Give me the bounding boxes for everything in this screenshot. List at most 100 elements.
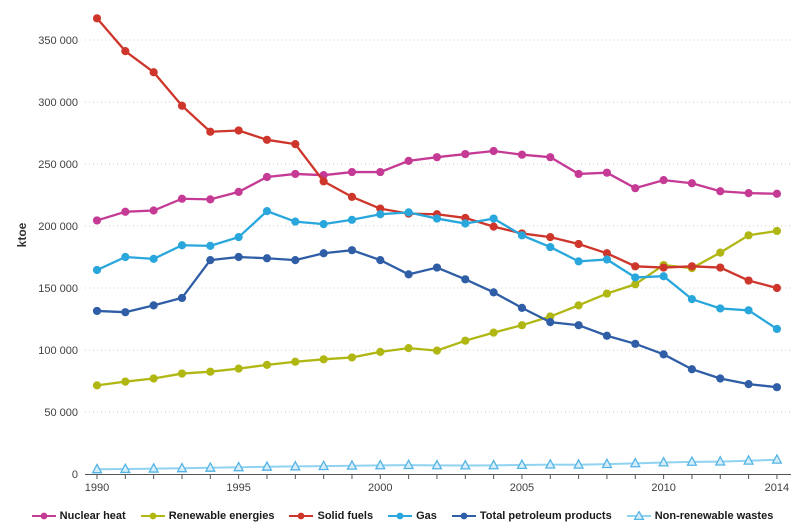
data-point-solid-fuels[interactable]: [206, 127, 215, 136]
data-point-non-renewable-wastes[interactable]: [573, 458, 585, 469]
data-point-gas[interactable]: [716, 304, 725, 313]
data-point-solid-fuels[interactable]: [602, 249, 612, 258]
data-point-solid-fuels[interactable]: [347, 192, 357, 201]
data-point-solid-fuels[interactable]: [631, 262, 640, 271]
data-point-nuclear-heat[interactable]: [461, 149, 470, 159]
data-point-gas[interactable]: [376, 210, 385, 219]
data-point-total-petroleum-products[interactable]: [517, 303, 527, 312]
data-point-non-renewable-wastes[interactable]: [91, 463, 103, 474]
data-point-gas[interactable]: [517, 231, 527, 240]
data-point-solid-fuels[interactable]: [772, 283, 782, 293]
data-point-solid-fuels[interactable]: [92, 14, 102, 23]
data-point-total-petroleum-products[interactable]: [92, 306, 102, 316]
data-point-total-petroleum-products[interactable]: [659, 350, 668, 359]
data-point-non-renewable-wastes[interactable]: [233, 461, 245, 472]
data-point-total-petroleum-products[interactable]: [206, 256, 215, 265]
data-point-nuclear-heat[interactable]: [687, 179, 697, 188]
data-point-nuclear-heat[interactable]: [574, 169, 583, 179]
legend-item-solid-fuels[interactable]: Solid fuels: [289, 510, 373, 522]
data-point-non-renewable-wastes[interactable]: [544, 458, 556, 469]
data-point-nuclear-heat[interactable]: [744, 189, 753, 198]
data-point-renewable-energies[interactable]: [574, 301, 583, 310]
data-point-gas[interactable]: [319, 220, 328, 229]
data-point-nuclear-heat[interactable]: [716, 187, 725, 196]
data-point-nuclear-heat[interactable]: [631, 184, 640, 193]
data-point-non-renewable-wastes[interactable]: [119, 462, 131, 474]
data-point-nuclear-heat[interactable]: [404, 156, 413, 165]
data-point-gas[interactable]: [177, 241, 187, 250]
data-point-gas[interactable]: [234, 233, 243, 242]
data-point-total-petroleum-products[interactable]: [347, 246, 357, 255]
data-point-solid-fuels[interactable]: [319, 177, 328, 186]
data-point-nuclear-heat[interactable]: [206, 195, 215, 204]
data-point-gas[interactable]: [489, 214, 498, 223]
data-point-solid-fuels[interactable]: [291, 140, 300, 149]
data-point-renewable-energies[interactable]: [376, 347, 385, 356]
data-point-non-renewable-wastes[interactable]: [289, 460, 301, 471]
data-point-total-petroleum-products[interactable]: [574, 321, 583, 330]
data-point-solid-fuels[interactable]: [744, 276, 753, 285]
data-point-total-petroleum-products[interactable]: [432, 263, 442, 272]
data-point-total-petroleum-products[interactable]: [404, 270, 413, 279]
data-point-solid-fuels[interactable]: [121, 47, 130, 56]
data-point-solid-fuels[interactable]: [177, 101, 187, 110]
data-point-non-renewable-wastes[interactable]: [743, 454, 755, 465]
data-point-total-petroleum-products[interactable]: [489, 288, 498, 297]
data-point-solid-fuels[interactable]: [262, 135, 272, 144]
data-point-nuclear-heat[interactable]: [659, 176, 668, 185]
data-point-nuclear-heat[interactable]: [92, 216, 102, 225]
data-point-non-renewable-wastes[interactable]: [771, 453, 783, 464]
data-point-total-petroleum-products[interactable]: [546, 318, 555, 327]
data-point-nuclear-heat[interactable]: [234, 187, 243, 196]
legend-item-nuclear-heat[interactable]: Nuclear heat: [31, 510, 126, 522]
data-point-non-renewable-wastes[interactable]: [346, 459, 358, 470]
data-point-gas[interactable]: [744, 306, 753, 315]
data-point-total-petroleum-products[interactable]: [772, 383, 782, 392]
data-point-nuclear-heat[interactable]: [376, 167, 385, 177]
data-point-renewable-energies[interactable]: [177, 369, 187, 378]
data-point-non-renewable-wastes[interactable]: [204, 461, 216, 472]
data-point-solid-fuels[interactable]: [687, 262, 697, 271]
data-point-non-renewable-wastes[interactable]: [629, 457, 641, 468]
data-point-renewable-energies[interactable]: [716, 248, 725, 257]
data-point-gas[interactable]: [404, 208, 413, 217]
legend-item-renewable-energies[interactable]: Renewable energies: [140, 510, 274, 522]
data-point-non-renewable-wastes[interactable]: [714, 455, 726, 466]
data-point-renewable-energies[interactable]: [206, 367, 215, 376]
data-point-total-petroleum-products[interactable]: [744, 380, 753, 389]
data-point-total-petroleum-products[interactable]: [319, 249, 328, 258]
data-point-renewable-energies[interactable]: [744, 231, 753, 240]
data-point-non-renewable-wastes[interactable]: [176, 462, 188, 473]
data-point-nuclear-heat[interactable]: [121, 207, 130, 216]
data-point-total-petroleum-products[interactable]: [149, 301, 158, 310]
data-point-gas[interactable]: [574, 257, 583, 266]
data-point-renewable-energies[interactable]: [149, 374, 158, 383]
data-point-renewable-energies[interactable]: [347, 353, 357, 362]
data-point-renewable-energies[interactable]: [319, 355, 328, 364]
data-point-total-petroleum-products[interactable]: [291, 256, 300, 265]
data-point-gas[interactable]: [347, 215, 357, 224]
data-point-nuclear-heat[interactable]: [177, 194, 187, 203]
data-point-solid-fuels[interactable]: [659, 263, 668, 272]
data-point-solid-fuels[interactable]: [546, 233, 555, 242]
data-point-non-renewable-wastes[interactable]: [686, 455, 698, 466]
data-point-gas[interactable]: [432, 214, 442, 223]
data-point-nuclear-heat[interactable]: [602, 168, 612, 177]
data-point-non-renewable-wastes[interactable]: [658, 456, 670, 467]
data-point-nuclear-heat[interactable]: [546, 153, 555, 162]
data-point-renewable-energies[interactable]: [517, 321, 527, 330]
data-point-solid-fuels[interactable]: [716, 263, 725, 272]
data-point-gas[interactable]: [602, 255, 612, 264]
data-point-solid-fuels[interactable]: [489, 222, 498, 231]
legend-item-gas[interactable]: Gas: [388, 510, 437, 522]
data-point-gas[interactable]: [92, 265, 102, 275]
data-point-gas[interactable]: [121, 252, 130, 262]
data-point-total-petroleum-products[interactable]: [177, 293, 187, 303]
data-point-non-renewable-wastes[interactable]: [488, 459, 500, 470]
data-point-non-renewable-wastes[interactable]: [318, 459, 330, 471]
data-point-renewable-energies[interactable]: [631, 280, 640, 289]
data-point-gas[interactable]: [659, 272, 668, 281]
data-point-nuclear-heat[interactable]: [489, 146, 498, 156]
data-point-non-renewable-wastes[interactable]: [459, 459, 471, 470]
data-point-solid-fuels[interactable]: [149, 68, 158, 77]
